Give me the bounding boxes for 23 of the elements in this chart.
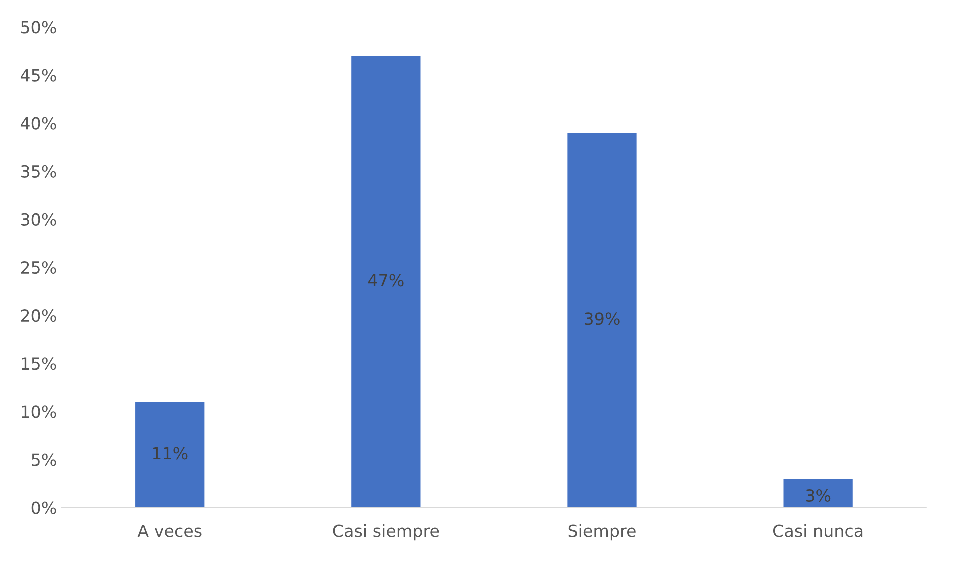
bar xyxy=(784,478,853,508)
bar xyxy=(352,56,421,508)
y-tick-label: 25% xyxy=(21,261,56,274)
y-tick-label: 10% xyxy=(22,406,56,418)
y-tick-label: 30% xyxy=(21,213,56,226)
x-tick-label: Casi siempre xyxy=(333,524,440,541)
data-label: 11% xyxy=(153,447,188,460)
y-tick-label: 20% xyxy=(21,310,56,322)
data-label: 3% xyxy=(806,489,831,502)
bar xyxy=(568,132,637,508)
y-tick-label: 0% xyxy=(32,502,56,514)
x-tick-label: Siempre xyxy=(568,524,636,541)
x-tick-label: A veces xyxy=(138,524,202,538)
x-tick-label: Casi nunca xyxy=(773,524,863,538)
y-tick-label: 5% xyxy=(32,454,56,466)
y-tick-label: 50% xyxy=(21,21,56,34)
y-tick-label: 40% xyxy=(20,117,56,130)
y-tick-label: 15% xyxy=(22,358,56,370)
y-tick-label: 45% xyxy=(20,69,56,82)
data-label: 47% xyxy=(368,274,404,287)
y-tick-label: 35% xyxy=(21,165,56,178)
data-label: 39% xyxy=(584,312,620,326)
bar xyxy=(136,402,205,508)
